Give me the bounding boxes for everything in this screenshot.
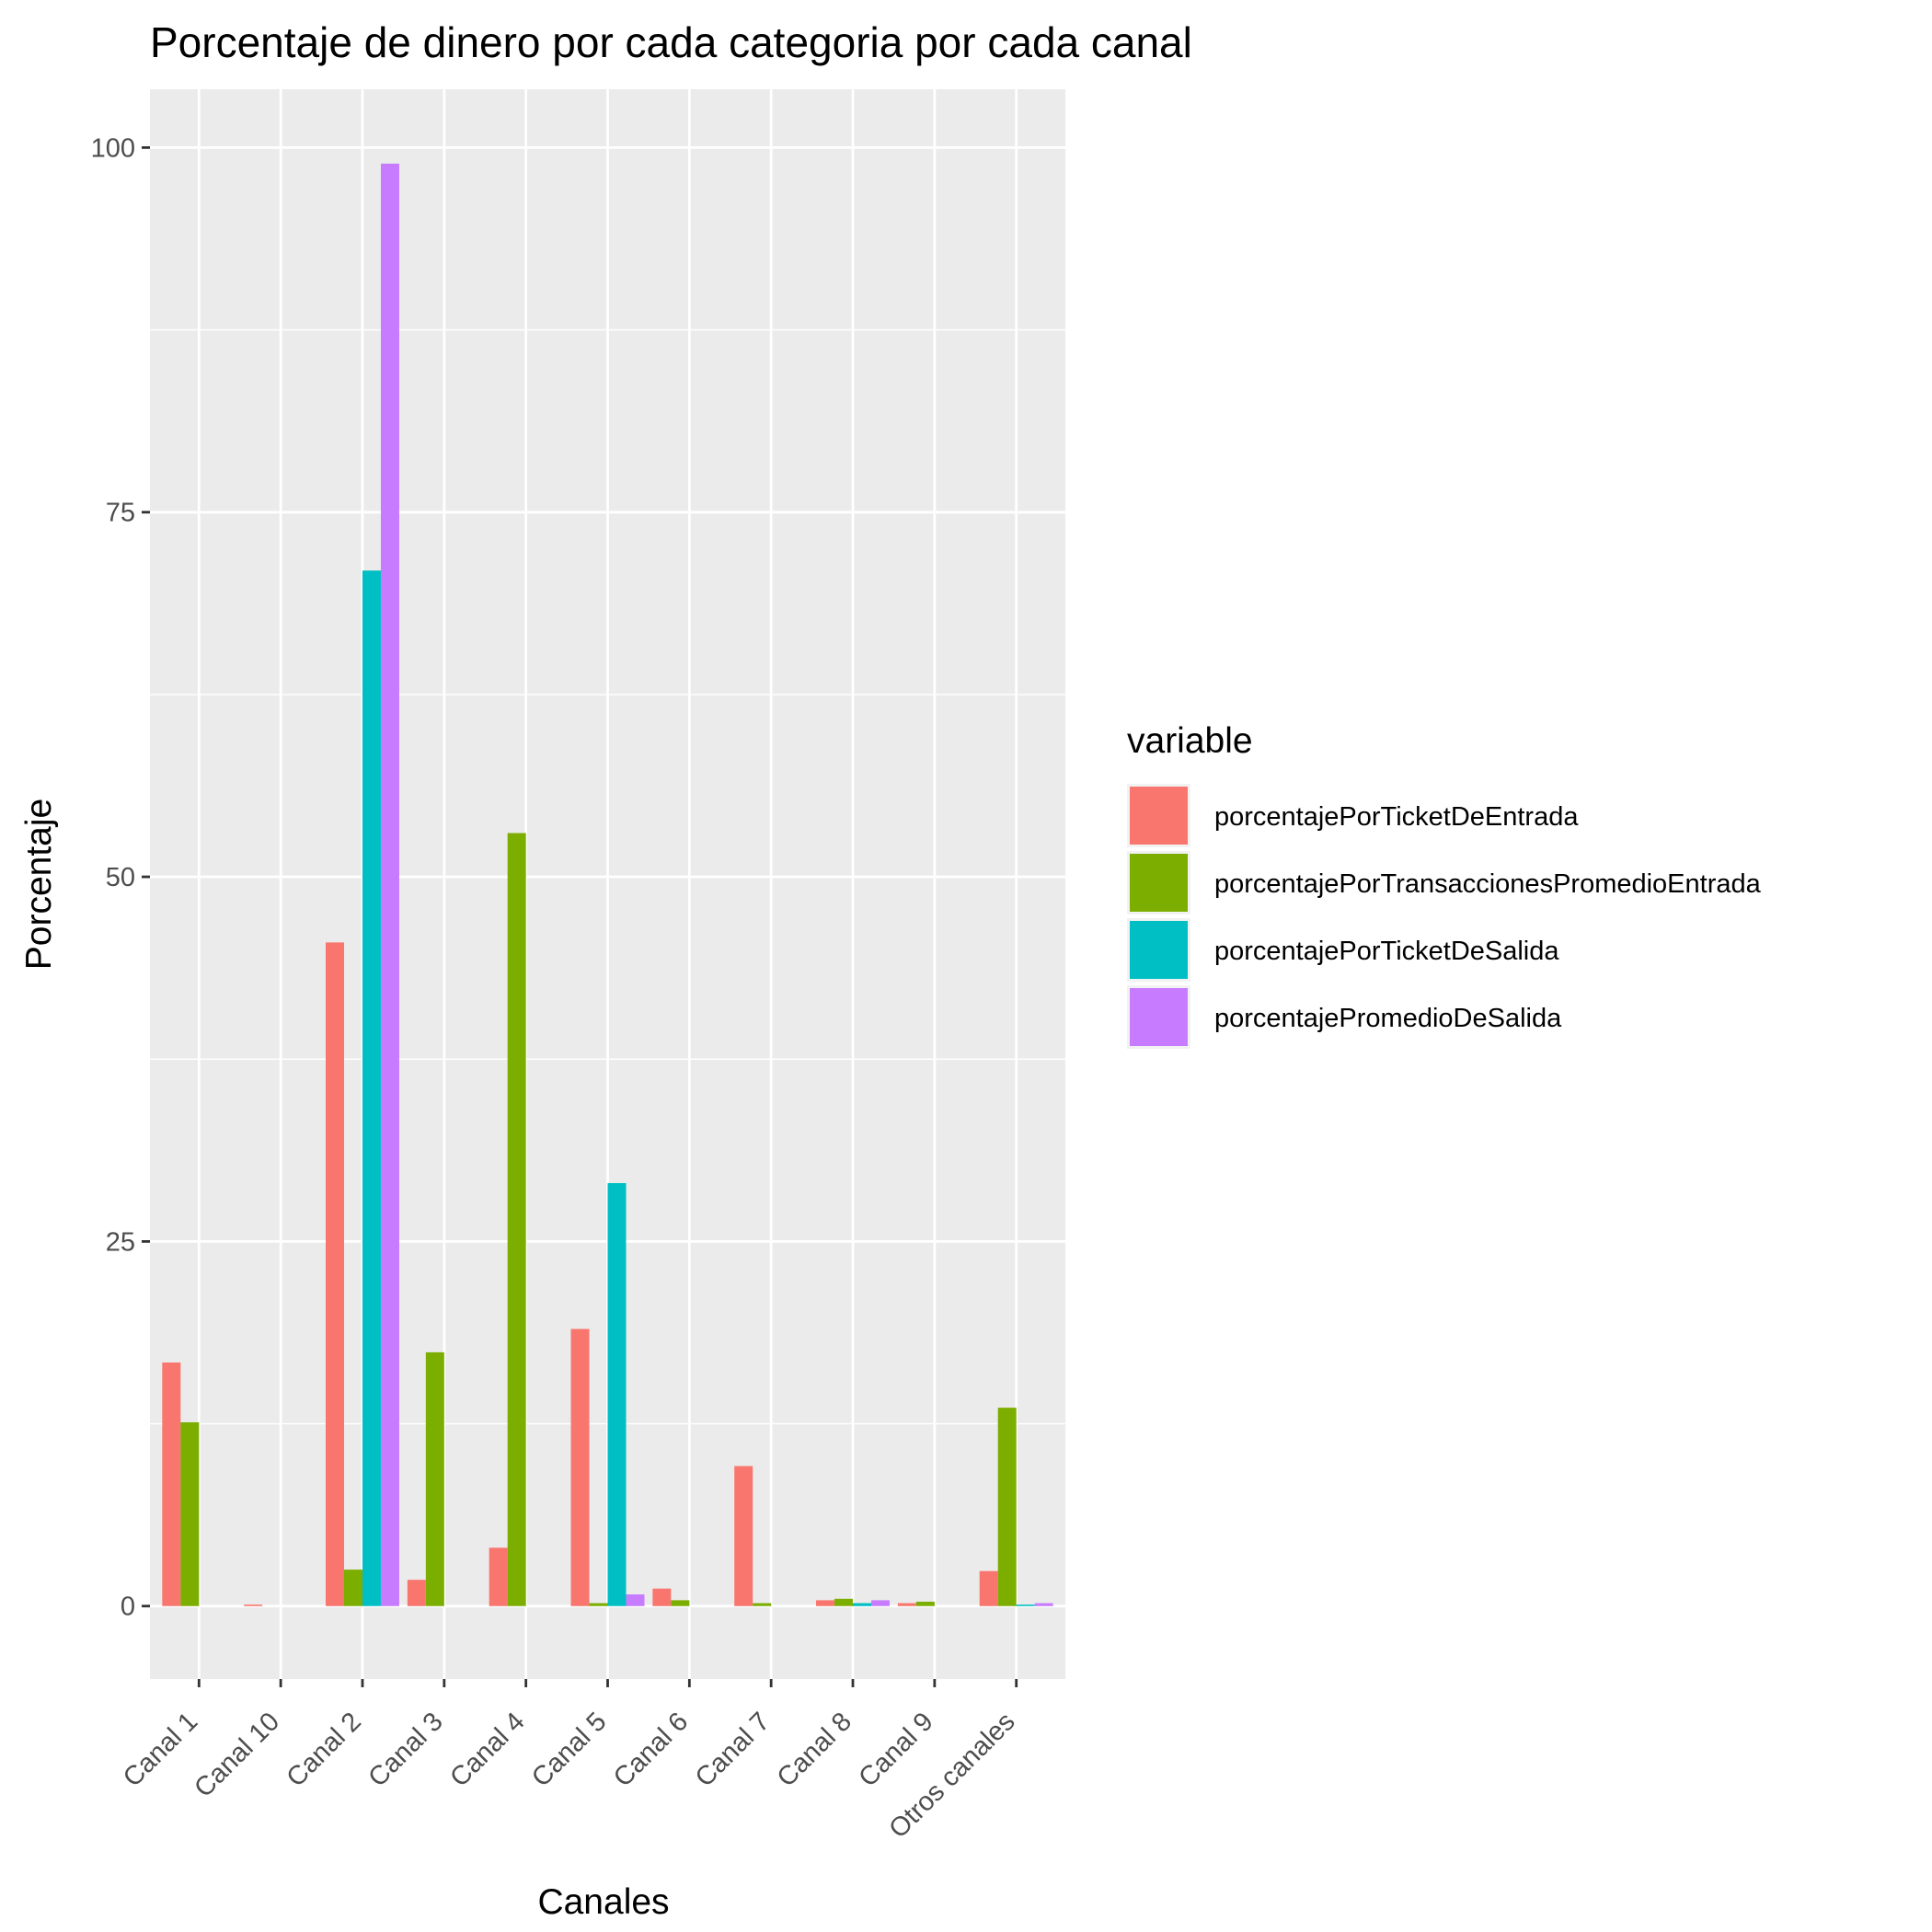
legend-label: porcentajePorTicketDeEntrada	[1214, 802, 1579, 832]
y-tick-label: 0	[121, 1593, 135, 1622]
bar	[853, 1603, 872, 1606]
bar	[834, 1598, 854, 1606]
x-tick-label: Canal 5	[526, 1707, 612, 1792]
bar	[816, 1600, 835, 1606]
bar	[1016, 1604, 1035, 1606]
x-tick-label: Canal 4	[444, 1707, 530, 1792]
legend-label: porcentajePorTicketDeSalida	[1214, 937, 1559, 966]
x-tick-label: Canal 10	[189, 1707, 285, 1803]
bars	[162, 163, 1053, 1606]
bar	[897, 1603, 916, 1606]
y-axis-title: Porcentaje	[19, 799, 59, 970]
x-tick-label: Canal 2	[282, 1707, 367, 1792]
bar	[162, 1362, 181, 1606]
bar	[607, 1182, 627, 1606]
bar	[734, 1466, 753, 1606]
bar	[362, 570, 381, 1606]
x-tick-label: Canal 6	[608, 1707, 694, 1792]
x-axis-title: Canales	[537, 1882, 669, 1922]
legend-key	[1130, 921, 1188, 979]
bar	[407, 1580, 426, 1606]
bar	[507, 833, 526, 1606]
bar	[1034, 1603, 1053, 1606]
bar	[343, 1570, 362, 1606]
bar	[979, 1570, 998, 1606]
bar	[915, 1601, 935, 1606]
legend-title: variable	[1127, 721, 1253, 761]
legend: variable porcentajePorTicketDeEntrada por…	[1127, 721, 1762, 1049]
y-axis: 0 25 50 75 100	[91, 133, 150, 1622]
legend-key	[1130, 787, 1188, 845]
x-tick-label: Canal 7	[690, 1707, 776, 1792]
bar	[626, 1594, 645, 1606]
bar	[671, 1600, 690, 1606]
bar	[380, 163, 399, 1606]
bar	[326, 942, 344, 1606]
bar	[425, 1351, 444, 1606]
bar	[997, 1408, 1017, 1606]
legend-key	[1130, 988, 1188, 1046]
legend-key	[1130, 854, 1188, 912]
bar	[753, 1603, 772, 1606]
y-tick-label: 75	[106, 499, 135, 528]
x-tick-label: Canal 3	[362, 1707, 448, 1792]
bar	[871, 1600, 890, 1606]
y-tick-label: 100	[91, 133, 135, 163]
legend-label: porcentajePromedioDeSalida	[1214, 1004, 1562, 1033]
y-tick-label: 25	[106, 1227, 135, 1257]
bar	[244, 1604, 263, 1606]
bar	[570, 1328, 590, 1606]
bar	[489, 1547, 508, 1606]
bar	[589, 1603, 608, 1606]
x-tick-label: Canal 8	[772, 1707, 857, 1792]
chart-title: Porcentaje de dinero por cada categoria …	[150, 18, 1192, 66]
y-tick-label: 50	[106, 863, 135, 892]
bar	[180, 1421, 200, 1606]
legend-label: porcentajePorTransaccionesPromedioEntrad…	[1214, 869, 1762, 899]
bar	[652, 1588, 672, 1606]
